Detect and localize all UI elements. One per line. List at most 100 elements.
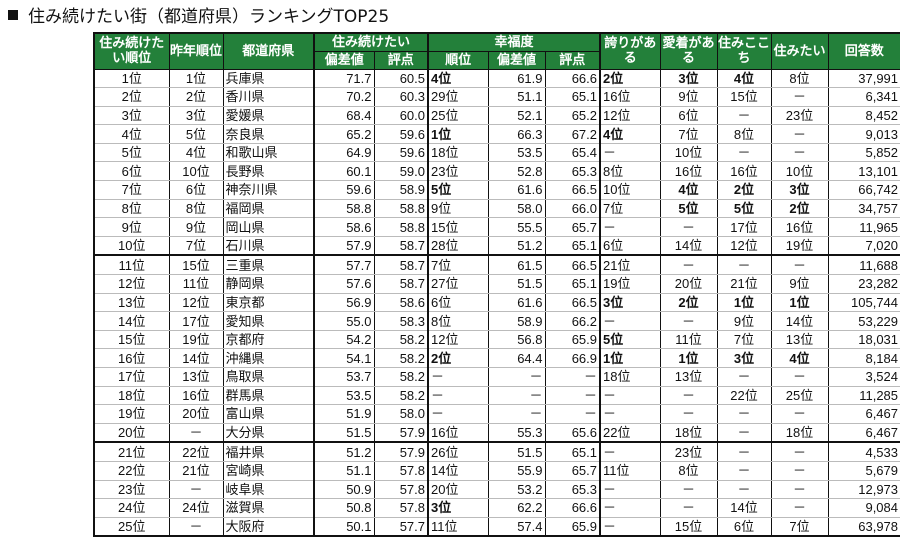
cell-rank: 18位	[93, 386, 170, 406]
cell-sumitsuzuke-score: 58.0	[373, 404, 429, 424]
cell-last-year: 20位	[168, 404, 224, 424]
cell-last-year: －	[168, 423, 224, 444]
cell-attachment: －	[659, 217, 718, 237]
cell-rank: 3位	[93, 106, 170, 126]
cell-sumitsuzuke-deviation: 60.1	[313, 161, 375, 182]
cell-comfort: 21位	[716, 274, 772, 294]
cell-happiness-score: 65.3	[544, 480, 601, 500]
table-row: 7位 6位 神奈川県 59.6 58.9 5位 61.6 66.5 10位 4位 2位 3位 66,74…	[93, 180, 900, 200]
cell-happiness-deviation: 57.4	[487, 517, 546, 537]
cell-happiness-deviation: 55.9	[487, 461, 546, 481]
cell-want-live: 3位	[770, 180, 829, 200]
cell-responses: 6,467	[827, 404, 900, 424]
cell-responses: 18,031	[827, 330, 900, 350]
cell-sumitsuzuke-score: 58.2	[373, 367, 429, 387]
cell-comfort: 1位	[716, 293, 772, 313]
table-row: 20位－大分県 51.5 57.9 16位 55.3 65.6 22位 18位－ 18位 6,46…	[93, 423, 900, 444]
table-row: 16位 14位 沖縄県 54.1 58.2 2位 64.4 66.9 1位 1位 3位 4位 8,184	[93, 348, 900, 368]
cell-happiness-deviation: 53.2	[487, 480, 546, 500]
table-row: 2位 2位 香川県 70.2 60.3 29位 51.1 65.1 16位 9位 15位－ 6,341	[93, 87, 900, 107]
table-row: 5位 4位 和歌山県 64.9 59.6 18位 53.5 65.4 － 10位－－ 5,852	[93, 143, 900, 163]
cell-prefecture: 富山県	[222, 404, 315, 424]
cell-rank: 15位	[93, 330, 170, 350]
cell-comfort: －	[716, 404, 772, 424]
cell-happiness-score: 65.7	[544, 217, 601, 237]
cell-sumitsuzuke-deviation: 58.6	[313, 217, 375, 237]
cell-prefecture: 兵庫県	[222, 69, 315, 89]
table-row: 24位 24位 滋賀県 50.8 57.8 3位 62.2 66.6 －－ 14位－ 9,084	[93, 498, 900, 518]
cell-sumitsuzuke-score: 58.3	[373, 311, 429, 331]
cell-rank: 13位	[93, 293, 170, 313]
cell-rank: 24位	[93, 498, 170, 518]
cell-responses: 9,013	[827, 124, 900, 144]
cell-comfort: －	[716, 255, 772, 276]
cell-happiness-deviation: －	[487, 367, 546, 387]
cell-happiness-rank: －	[427, 386, 489, 406]
cell-rank: 6位	[93, 161, 170, 182]
cell-sumitsuzuke-deviation: 59.6	[313, 180, 375, 200]
cell-last-year: 16位	[168, 386, 224, 406]
cell-want-live: －	[770, 124, 829, 144]
cell-rank: 11位	[93, 255, 170, 276]
cell-attachment: 14位	[659, 236, 718, 257]
cell-attachment: 10位	[659, 143, 718, 163]
cell-sumitsuzuke-score: 58.8	[373, 217, 429, 237]
cell-prefecture: 香川県	[222, 87, 315, 107]
cell-sumitsuzuke-deviation: 56.9	[313, 293, 375, 313]
cell-attachment: 18位	[659, 423, 718, 444]
cell-happiness-score: 65.1	[544, 442, 601, 462]
cell-attachment: 16位	[659, 161, 718, 182]
cell-responses: 3,524	[827, 367, 900, 387]
table-row: 6位 10位 長野県 60.1 59.0 23位 52.8 65.3 8位 16位 16位 10位 13…	[93, 161, 900, 182]
cell-happiness-rank: 15位	[427, 217, 489, 237]
cell-last-year: 21位	[168, 461, 224, 481]
cell-happiness-deviation: 51.1	[487, 87, 546, 107]
cell-want-live: 13位	[770, 330, 829, 350]
cell-sumitsuzuke-score: 58.8	[373, 199, 429, 219]
header-happiness-deviation: 偏差値	[487, 50, 546, 70]
cell-comfort: 22位	[716, 386, 772, 406]
table-row: 3位 3位 愛媛県 68.4 60.0 25位 52.1 65.2 12位 6位－ 23位 8,452	[93, 106, 900, 126]
cell-happiness-rank: 27位	[427, 274, 489, 294]
cell-last-year: 22位	[168, 442, 224, 462]
cell-prefecture: 石川県	[222, 236, 315, 257]
cell-happiness-deviation: 55.3	[487, 423, 546, 444]
cell-sumitsuzuke-score: 57.9	[373, 442, 429, 462]
cell-rank: 10位	[93, 236, 170, 257]
cell-happiness-score: 66.0	[544, 199, 601, 219]
cell-responses: 11,285	[827, 386, 900, 406]
table-row: 13位 12位 東京都 56.9 58.6 6位 61.6 66.5 3位 2位 1位 1位 105,7…	[93, 293, 900, 313]
square-bullet-icon	[8, 10, 18, 20]
cell-want-live: 9位	[770, 274, 829, 294]
cell-happiness-deviation: 56.8	[487, 330, 546, 350]
cell-sumitsuzuke-deviation: 71.7	[313, 69, 375, 89]
cell-attachment: 2位	[659, 293, 718, 313]
cell-sumitsuzuke-score: 58.2	[373, 348, 429, 368]
cell-attachment: 4位	[659, 180, 718, 200]
cell-happiness-score: 65.1	[544, 87, 601, 107]
cell-rank: 22位	[93, 461, 170, 481]
cell-prefecture: 奈良県	[222, 124, 315, 144]
cell-pride: －	[599, 311, 661, 331]
cell-rank: 25位	[93, 517, 170, 537]
cell-pride: 7位	[599, 199, 661, 219]
cell-happiness-score: 66.6	[544, 69, 601, 89]
cell-prefecture: 群馬県	[222, 386, 315, 406]
cell-comfort: 3位	[716, 348, 772, 368]
cell-last-year: －	[168, 517, 224, 537]
cell-comfort: 16位	[716, 161, 772, 182]
cell-pride: 3位	[599, 293, 661, 313]
cell-rank: 21位	[93, 442, 170, 462]
cell-rank: 16位	[93, 348, 170, 368]
cell-happiness-rank: 4位	[427, 69, 489, 89]
cell-happiness-rank: 16位	[427, 423, 489, 444]
cell-sumitsuzuke-deviation: 58.8	[313, 199, 375, 219]
table-row: 10位 7位 石川県 57.9 58.7 28位 51.2 65.1 6位 14位 12位 19位 7,…	[93, 236, 900, 257]
cell-comfort: 6位	[716, 517, 772, 537]
cell-sumitsuzuke-deviation: 57.7	[313, 255, 375, 276]
cell-want-live: －	[770, 498, 829, 518]
cell-last-year: －	[168, 480, 224, 500]
cell-rank: 20位	[93, 423, 170, 444]
cell-pride: 1位	[599, 348, 661, 368]
cell-pride: 16位	[599, 87, 661, 107]
